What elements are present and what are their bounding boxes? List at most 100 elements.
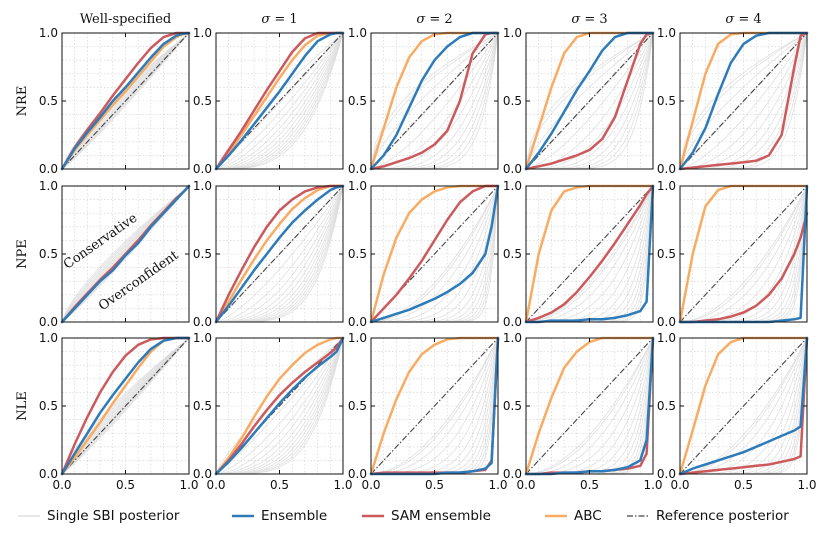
x-tick-label: 0.0 (206, 478, 225, 492)
single-posterior-line (370, 337, 499, 475)
column-title: σ = 4 (725, 12, 761, 27)
y-tick-label: 1.0 (193, 331, 212, 345)
single-posterior-line (525, 32, 654, 170)
ensemble-line (60, 184, 191, 324)
legend-entry-sam: SAM ensemble (362, 508, 491, 524)
column-title: Well-specified (80, 12, 172, 27)
y-tick-label: 0.0 (657, 315, 676, 329)
ensemble-line (524, 184, 655, 324)
sam-ensemble-line (214, 336, 345, 476)
legend-entry-single: Single SBI posterior (18, 508, 180, 524)
x-tick-label: 0.5 (116, 478, 135, 492)
single-posterior-line (215, 185, 344, 323)
reference-line (525, 32, 654, 170)
y-tick-label: 0.0 (348, 315, 367, 329)
sigma-symbol: σ (416, 12, 426, 27)
row-label-nle: NLE (15, 391, 30, 421)
ensemble-line (214, 336, 345, 476)
legend-label: Ensemble (261, 508, 327, 524)
single-posterior-line (370, 32, 499, 170)
y-tick-label: 1.0 (39, 179, 58, 193)
panel-r2-c2: 0.0 0.5 1.0 0.0 0.5 1.0 (348, 331, 508, 492)
single-posterior-line (525, 185, 654, 323)
single-posterior-line (216, 337, 344, 475)
legend-label: Single SBI posterior (47, 508, 180, 524)
single-posterior-line (679, 337, 808, 475)
y-tick-label: 0.5 (657, 247, 676, 261)
reference-line (370, 337, 499, 475)
single-posterior-line (216, 32, 344, 170)
x-tick-label: 1.0 (643, 478, 662, 492)
legend-entry-ensemble: Ensemble (232, 508, 327, 524)
single-posterior-line (679, 32, 808, 170)
y-tick-label: 1.0 (348, 331, 367, 345)
sam-ensemble-line (524, 184, 655, 324)
sigma-symbol: σ (571, 12, 581, 27)
ensemble-line (60, 31, 191, 171)
y-tick-label: 0.5 (193, 94, 212, 108)
y-tick-label: 0.0 (657, 467, 676, 481)
y-tick-label: 1.0 (503, 179, 522, 193)
x-tick-label: 0.5 (270, 478, 289, 492)
single-posterior-line (61, 185, 190, 323)
panel-r1-c2: 0.0 0.5 1.0 (348, 179, 500, 329)
x-tick-label: 0.5 (425, 478, 444, 492)
single-posterior-line (215, 32, 344, 170)
single-posterior-line (215, 32, 344, 170)
legend-entry-ref: Reference posterior (627, 508, 789, 524)
row-label-npe: NPE (15, 239, 30, 269)
panel-r1-c4: 0.0 0.5 1.0 (657, 179, 809, 329)
x-tick-label: 1.0 (333, 478, 352, 492)
legend-label: SAM ensemble (391, 508, 491, 524)
single-posterior-line (370, 32, 499, 170)
legend-entry-abc: ABC (545, 508, 602, 524)
x-tick-label: 0.5 (734, 478, 753, 492)
sigma-value: = 4 (734, 12, 761, 27)
row-label-nre: NRE (15, 86, 30, 117)
single-posterior-line (215, 337, 344, 475)
sigma-value: = 2 (425, 12, 452, 27)
single-posterior-line (679, 32, 808, 170)
x-tick-label: 1.0 (488, 478, 507, 492)
sigma-symbol: σ (725, 12, 735, 27)
panel-r0-c2: 0.0 0.5 1.0 (348, 26, 500, 176)
abc-line (214, 336, 345, 476)
reference-line (679, 32, 808, 170)
reference-line (61, 337, 190, 475)
x-tick-label: 1.0 (179, 478, 198, 492)
y-tick-label: 1.0 (657, 331, 676, 345)
y-tick-label: 0.5 (657, 399, 676, 413)
single-posterior-line (215, 32, 344, 170)
single-posterior-line (679, 185, 808, 323)
sigma-symbol: σ (261, 12, 271, 27)
panel-r2-c4: 0.0 0.5 1.0 0.0 0.5 1.0 (657, 331, 817, 492)
single-posterior-line (679, 32, 808, 170)
reference-line (679, 185, 808, 323)
panel-r2-c3: 0.0 0.5 1.0 0.0 0.5 1.0 (503, 331, 663, 492)
x-tick-label: 0.0 (670, 478, 689, 492)
sam-ensemble-line (678, 31, 809, 171)
y-tick-label: 1.0 (657, 179, 676, 193)
panel-r2-c1: 0.0 0.5 1.0 0.0 0.5 1.0 (193, 331, 353, 492)
single-posterior-line (216, 185, 344, 323)
y-tick-label: 1.0 (657, 26, 676, 40)
y-tick-label: 0.5 (503, 247, 522, 261)
ensemble-line (214, 184, 345, 324)
y-tick-label: 0.0 (193, 315, 212, 329)
sam-ensemble-line (678, 336, 809, 476)
y-tick-label: 0.5 (39, 399, 58, 413)
y-tick-label: 1.0 (193, 26, 212, 40)
x-tick-label: 1.0 (797, 478, 816, 492)
single-posterior-line (371, 32, 499, 170)
panel-r0-c3: 0.0 0.5 1.0 (503, 26, 655, 176)
y-tick-label: 0.0 (503, 467, 522, 481)
single-posterior-line (525, 337, 654, 475)
single-posterior-line (679, 32, 808, 170)
panel-r0-c4: 0.0 0.5 1.0 (657, 26, 809, 176)
y-tick-label: 0.0 (193, 467, 212, 481)
y-tick-label: 1.0 (348, 179, 367, 193)
ensemble-line (369, 184, 500, 324)
panel-r1-c1: 0.0 0.5 1.0 (193, 179, 345, 329)
y-tick-label: 0.0 (193, 162, 212, 176)
